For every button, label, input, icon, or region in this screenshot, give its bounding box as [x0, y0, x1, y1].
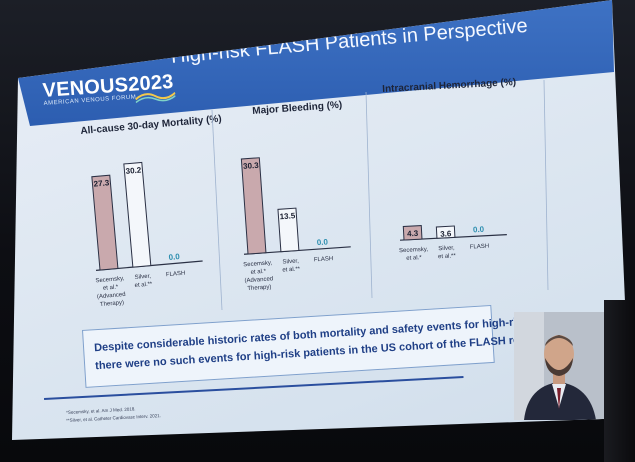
panel-divider-3: [543, 79, 549, 291]
speaker-figure: [514, 312, 604, 420]
category-label-1-2-2: et al.**: [134, 281, 153, 289]
podium: [604, 300, 635, 462]
bar-3-2: [435, 225, 456, 239]
value-label-3-1: 4.3: [407, 229, 419, 239]
category-label-3-1-1: Secemsky,: [399, 247, 429, 255]
bar-3-1: [402, 225, 423, 241]
venous-2023-logo: VENOUS2023 AMERICAN VENOUS FORUM: [42, 71, 176, 116]
category-label-2-1-2: et al.*: [250, 269, 266, 276]
category-label-3-3-1: FLASH: [470, 244, 490, 251]
bar-2-2: [277, 207, 300, 253]
category-label-2-1-1: Secemsky,: [243, 260, 273, 268]
bar-2-1: [240, 157, 267, 255]
value-label-2-1: 30.3: [243, 161, 260, 171]
category-label-1-1-3: (Advanced: [97, 292, 126, 300]
speaker-video-inset: [514, 312, 604, 420]
bar-1-2: [123, 161, 152, 268]
value-label-3-3: 0.0: [473, 225, 485, 235]
category-label-1-3-1: FLASH: [166, 271, 186, 279]
value-label-2-2: 13.5: [279, 211, 296, 221]
logo-wave-icon: [135, 91, 176, 104]
category-label-1-1-2: et al.*: [103, 284, 119, 291]
category-label-3-2-1: Silver,: [438, 245, 455, 252]
category-label-3-1-2: et al.*: [406, 255, 422, 262]
value-label-1-2: 30.2: [125, 165, 142, 175]
value-label-3-2: 3.6: [440, 229, 452, 239]
chart-panel-3: 4.3 Secemsky,et al.* 3.6 Silver,et al.** 0.0…: [399, 225, 507, 262]
panel-divider-2: [365, 91, 373, 299]
panel-divider-1: [211, 109, 223, 311]
category-label-2-1-3: (Advanced: [244, 276, 273, 284]
value-label-2-3: 0.0: [317, 237, 329, 247]
category-label-1-1-1: Secemsky,: [95, 276, 125, 285]
category-label-2-2-2: et al.**: [282, 266, 301, 273]
value-label-1-1: 27.3: [93, 178, 110, 188]
value-label-1-3: 0.0: [168, 252, 180, 262]
bar-1-1: [91, 174, 119, 271]
category-label-2-1-4: Therapy): [247, 284, 271, 292]
category-label-2-2-1: Silver,: [282, 258, 299, 265]
category-label-2-3-1: FLASH: [314, 256, 334, 263]
category-label-3-2-2: et al.**: [438, 253, 457, 260]
category-label-1-2-1: Silver,: [134, 274, 151, 281]
category-label-1-1-4: Therapy): [100, 300, 124, 308]
